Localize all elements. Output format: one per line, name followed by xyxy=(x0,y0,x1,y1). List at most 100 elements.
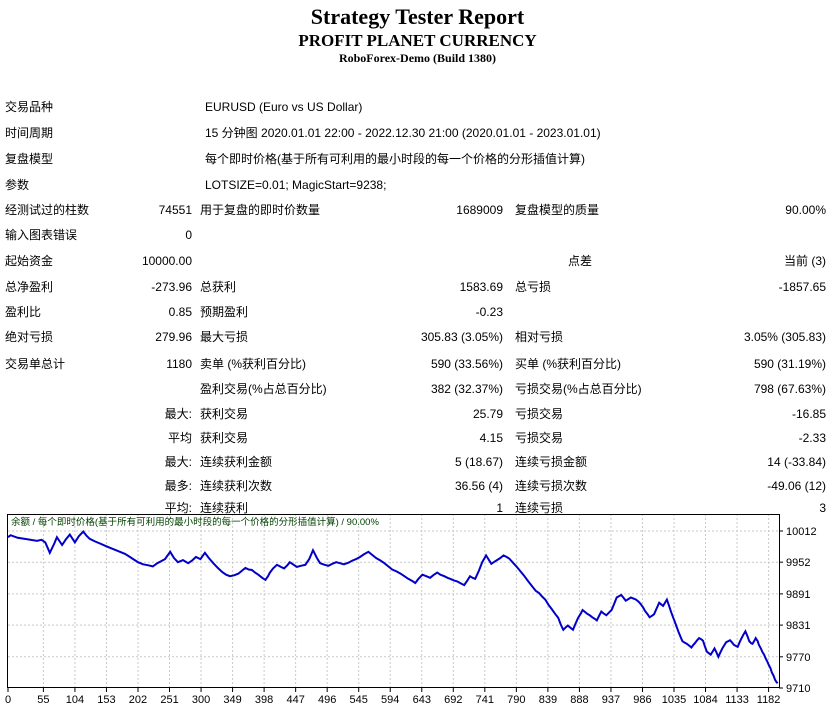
x-tick-label: 202 xyxy=(129,694,147,706)
stats-cell-r8-c0: 盈利比 xyxy=(5,305,42,319)
balance-line xyxy=(7,529,779,684)
stats-cell-r4-c4: 复盘模型的质量 xyxy=(515,203,600,217)
stats-cell-r12-c1: 最大: xyxy=(164,407,192,421)
stats-cell-r13-c3: 4.15 xyxy=(479,431,503,445)
stats-cell-r11-c2: 盈利交易(%占总百分比) xyxy=(200,382,327,396)
stats-cell-r12-c2: 获利交易 xyxy=(200,407,249,421)
stats-cell-r13-c2: 获利交易 xyxy=(200,431,249,445)
x-tick-label: 839 xyxy=(539,694,557,706)
stats-cell-r7-c3: 1583.69 xyxy=(459,280,503,294)
stats-cell-r4-c3: 1689009 xyxy=(456,203,503,217)
stats-cell-r15-c5: -49.06 (12) xyxy=(767,479,826,493)
chart-caption: 余额 / 每个即时价格(基于所有可利用的最小时段的每一个价格的分形插值计算) /… xyxy=(11,517,379,528)
server-build: RoboForex-Demo (Build 1380) xyxy=(338,51,497,65)
stats-cell-r0-c0: 交易品种 xyxy=(5,100,54,114)
stats-cell-r12-c4: 亏损交易 xyxy=(515,407,564,421)
x-tick-label: 790 xyxy=(507,694,525,706)
y-tick-label: 10012 xyxy=(786,526,817,538)
stats-cell-r16-c2: 连续获利 xyxy=(200,501,249,515)
stats-cell-r10-c2: 卖单 (%获利百分比) xyxy=(200,357,306,371)
x-tick-label: 1035 xyxy=(662,694,686,706)
x-tick-label: 692 xyxy=(444,694,462,706)
x-tick-label: 349 xyxy=(223,694,241,706)
stats-cell-r14-c1: 最大: xyxy=(164,455,192,469)
x-tick-label: 153 xyxy=(97,694,115,706)
x-tick-label: 986 xyxy=(633,694,651,706)
stats-cell-r9-c3: 305.83 (3.05%) xyxy=(420,330,503,344)
stats-cell-r4-c5: 90.00% xyxy=(785,203,826,217)
stats-cell-r6-c4: 点差 xyxy=(567,254,592,268)
stats-cell-r15-c2: 连续获利次数 xyxy=(200,479,273,493)
stats-cell-r10-c4: 买单 (%获利百分比) xyxy=(515,357,621,371)
y-tick-label: 9770 xyxy=(786,652,810,664)
x-tick-label: 104 xyxy=(66,694,84,706)
stats-cell-r7-c0: 总净盈利 xyxy=(5,280,54,294)
stats-cell-r14-c3: 5 (18.67) xyxy=(454,455,503,469)
report-header: Strategy Tester Report PROFIT PLANET CUR… xyxy=(0,0,835,66)
stats-cell-r1-c2: 15 分钟图 2020.01.01 22:00 - 2022.12.30 21:… xyxy=(205,126,601,140)
stats-cell-r9-c2: 最大亏损 xyxy=(200,330,249,344)
x-tick-label: 0 xyxy=(5,694,11,706)
stats-cell-r3-c2: LOTSIZE=0.01; MagicStart=9238; xyxy=(205,178,387,192)
x-tick-label: 251 xyxy=(160,694,178,706)
stats-cell-r13-c5: -2.33 xyxy=(798,431,826,445)
stats-cell-r11-c3: 382 (32.37%) xyxy=(430,382,503,396)
chart-border xyxy=(7,514,780,688)
x-tick-label: 55 xyxy=(37,694,49,706)
stats-cell-r9-c4: 相对亏损 xyxy=(515,330,564,344)
stats-cell-r9-c0: 绝对亏损 xyxy=(5,330,54,344)
stats-cell-r16-c1: 平均: xyxy=(164,501,192,515)
stats-cell-r8-c2: 预期盈利 xyxy=(200,305,249,319)
x-tick-label: 937 xyxy=(602,694,620,706)
report-title: Strategy Tester Report xyxy=(310,4,525,29)
x-tick-label: 300 xyxy=(192,694,210,706)
x-tick-label: 888 xyxy=(570,694,588,706)
stats-cell-r11-c4: 亏损交易(%占总百分比) xyxy=(515,382,642,396)
stats-cell-r10-c0: 交易单总计 xyxy=(5,357,66,371)
x-tick-label: 1084 xyxy=(693,694,717,706)
stats-cell-r11-c5: 798 (67.63%) xyxy=(753,382,826,396)
x-tick-label: 496 xyxy=(318,694,336,706)
stats-cell-r14-c2: 连续获利金额 xyxy=(200,455,273,469)
stats-cell-r13-c1: 平均 xyxy=(167,431,192,445)
stats-cell-r8-c1: 0.85 xyxy=(168,305,192,319)
stats-cell-r6-c1: 10000.00 xyxy=(141,254,192,268)
stats-cell-r4-c0: 经测试过的柱数 xyxy=(5,203,90,217)
stats-cell-r0-c2: EURUSD (Euro vs US Dollar) xyxy=(205,100,363,114)
stats-cell-r7-c5: -1857.65 xyxy=(778,280,826,294)
x-tick-label: 398 xyxy=(255,694,273,706)
stats-cell-r13-c4: 亏损交易 xyxy=(515,431,564,445)
stats-cell-r12-c3: 25.79 xyxy=(472,407,503,421)
stats-cell-r15-c4: 连续亏损次数 xyxy=(515,479,588,493)
x-tick-label: 447 xyxy=(286,694,304,706)
y-tick-label: 9891 xyxy=(786,589,810,601)
stats-cell-r2-c0: 复盘模型 xyxy=(5,152,54,166)
stats-cell-r16-c3: 1 xyxy=(496,501,503,515)
stats-cell-r10-c5: 590 (31.19%) xyxy=(753,357,826,371)
stats-cell-r16-c5: 3 xyxy=(819,501,826,515)
stats-cell-r16-c4: 连续亏损 xyxy=(515,501,564,515)
stats-cell-r14-c5: 14 (-33.84) xyxy=(767,455,826,469)
x-tick-label: 594 xyxy=(381,694,399,706)
x-tick-label: 643 xyxy=(413,694,431,706)
stats-cell-r4-c1: 74551 xyxy=(158,203,192,217)
stats-cell-r7-c4: 总亏损 xyxy=(515,280,552,294)
stats-cell-r10-c1: 1180 xyxy=(166,357,192,371)
stats-cell-r2-c2: 每个即时价格(基于所有可利用的最小时段的每一个价格的分形插值计算) xyxy=(205,152,585,166)
y-tick-label: 9831 xyxy=(786,620,810,632)
stats-cell-r9-c5: 3.05% (305.83) xyxy=(743,330,826,344)
x-tick-label: 741 xyxy=(476,694,494,706)
y-tick-label: 9952 xyxy=(786,557,810,569)
stats-cell-r15-c3: 36.56 (4) xyxy=(454,479,503,493)
x-tick-label: 545 xyxy=(350,694,368,706)
stats-cell-r12-c5: -16.85 xyxy=(791,407,826,421)
stats-cell-r15-c1: 最多: xyxy=(164,479,192,493)
stats-cell-r7-c1: -273.96 xyxy=(151,280,192,294)
plot-area xyxy=(7,514,780,688)
expert-name: PROFIT PLANET CURRENCY xyxy=(298,31,537,50)
stats-cell-r10-c3: 590 (33.56%) xyxy=(430,357,503,371)
stats-cell-r7-c2: 总获利 xyxy=(200,280,237,294)
stats-cell-r14-c4: 连续亏损金额 xyxy=(515,455,588,469)
stats-table: 交易品种 EURUSD (Euro vs US Dollar) 时间周期 15 分钟图… xyxy=(5,100,826,515)
